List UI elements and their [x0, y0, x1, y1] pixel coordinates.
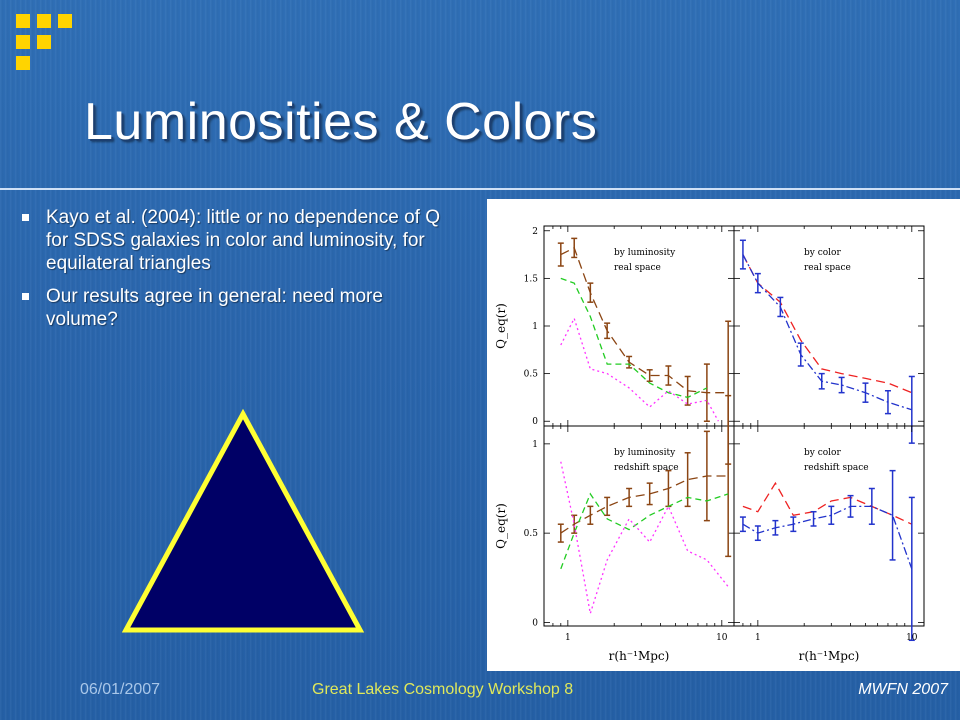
series-line: [742, 505, 913, 570]
series-line: [560, 277, 708, 399]
panel-label: by color: [804, 448, 841, 458]
y-tick-label: 1.5: [524, 274, 539, 284]
y-axis-label: Q_eq(r): [494, 303, 508, 349]
bullet-item: Our results agree in general: need more …: [22, 285, 452, 331]
y-tick-label: 0.5: [524, 529, 539, 539]
bullet-text: Our results agree in general: need more …: [46, 286, 383, 330]
y-tick-label: 2: [532, 227, 538, 237]
panel-label: redshift space: [614, 463, 679, 473]
y-tick-label: 1: [532, 440, 538, 450]
panel-frame: [733, 425, 925, 627]
slide-title: Luminosities & Colors: [84, 93, 598, 151]
footer-author: MWFN 2007: [858, 681, 948, 698]
x-axis-label: r(h⁻¹Mpc): [609, 649, 670, 663]
bullet-text: Kayo et al. (2004): little or no depende…: [46, 207, 440, 274]
series-line: [560, 316, 719, 422]
panel-label: real space: [804, 263, 851, 273]
x-tick-label: 1: [755, 633, 761, 643]
bullet-square-icon: [22, 206, 32, 275]
x-tick-label: 10: [906, 633, 918, 643]
equilateral-triangle: [121, 408, 365, 633]
y-tick-label: 1: [532, 322, 538, 332]
footer-event: Great Lakes Cosmology Workshop 8: [312, 681, 574, 698]
y-tick-label: 0: [532, 417, 538, 427]
bullet-list: Kayo et al. (2004): little or no depende…: [22, 206, 452, 341]
title-divider: [0, 188, 960, 190]
series-line: [560, 461, 729, 614]
panel-label: real space: [614, 263, 661, 273]
y-tick-label: 0.5: [524, 370, 539, 380]
y-tick-label: 0: [532, 618, 538, 628]
logo-squares: [16, 14, 86, 84]
figure-panel: 0 0.5 1 1.5 2 by luminosity real space Q_eq(r) b…: [487, 199, 960, 671]
panel-label: by color: [804, 248, 841, 258]
footer-date: 06/01/2007: [80, 681, 161, 698]
series-line: [560, 492, 729, 570]
bullet-square-icon: [22, 285, 32, 331]
bullet-item: Kayo et al. (2004): little or no depende…: [22, 206, 452, 275]
x-tick-label: 10: [716, 633, 728, 643]
y-axis-label: Q_eq(r): [494, 503, 508, 549]
panel-label: by luminosity: [614, 448, 676, 458]
panel-label: redshift space: [804, 463, 869, 473]
series-line: [742, 254, 913, 394]
panel-label: by luminosity: [614, 248, 676, 258]
series-line: [742, 254, 912, 411]
x-axis-label: r(h⁻¹Mpc): [799, 649, 860, 663]
x-tick-label: 1: [565, 633, 571, 643]
series-line: [560, 246, 729, 394]
series-line: [560, 475, 729, 534]
series-line: [742, 481, 913, 525]
